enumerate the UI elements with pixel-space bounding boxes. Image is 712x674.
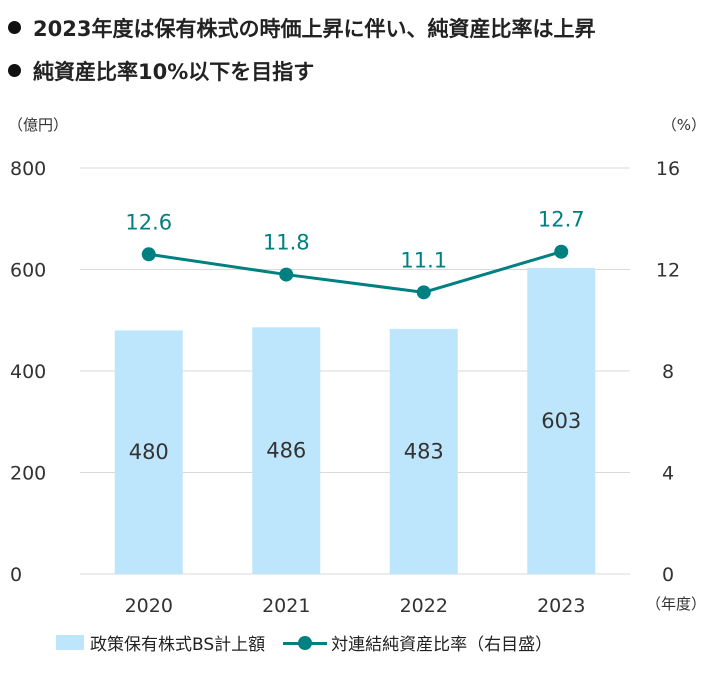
ratio-line [141, 244, 569, 300]
bar [527, 267, 596, 574]
ratio-point [554, 244, 569, 259]
left-tick-label: 800 [10, 158, 46, 180]
right-tick-label: 16 [656, 158, 680, 180]
ratio-value-label: 11.1 [400, 248, 447, 272]
bar-value-label: 486 [266, 439, 306, 463]
bar-value-label: 603 [541, 409, 581, 433]
labels: 0 200 400 600 800 0 4 8 12 16 480 2020 486 2021 483 202… [10, 158, 680, 617]
bars [114, 267, 596, 574]
headline-1-text: 2023年度は保有株式の時価上昇に伴い、純資産比率は上昇 [33, 17, 596, 41]
headline-2: 純資産比率10%以下を目指す [8, 62, 314, 83]
x-tick-label: 2023 [537, 595, 585, 617]
x-tick-label: 2021 [262, 595, 310, 617]
right-tick-label: 8 [662, 361, 674, 383]
right-tick-label: 0 [662, 564, 674, 586]
x-axis-unit-label: （年度） [646, 595, 706, 613]
left-tick-label: 600 [10, 260, 46, 282]
left-tick-label: 200 [10, 463, 46, 485]
left-tick-label: 0 [10, 564, 22, 586]
left-axis-unit-label: （億円） [8, 116, 68, 134]
bullet-icon [8, 64, 21, 77]
legend-line-label: 対連結純資産比率（右目盛） [331, 635, 553, 655]
legend-bar-label: 政策保有株式BS計上額 [90, 635, 266, 655]
bar [252, 327, 321, 574]
bar-value-label: 480 [129, 440, 169, 464]
ratio-point [416, 285, 431, 300]
bullet-icon [8, 21, 21, 34]
left-tick-label: 400 [10, 361, 46, 383]
ratio-value-label: 12.7 [538, 208, 585, 232]
ratio-value-label: 11.8 [263, 231, 310, 255]
headline-2-text: 純資産比率10%以下を目指す [33, 60, 315, 84]
ratio-series-line [148, 250, 562, 294]
legend-bar-swatch [56, 635, 84, 650]
x-tick-label: 2020 [125, 595, 173, 617]
bar-value-label: 483 [404, 439, 444, 463]
right-tick-label: 12 [656, 260, 680, 282]
ratio-point [141, 247, 156, 262]
ratio-value-label: 12.6 [125, 210, 172, 234]
bar [389, 328, 458, 574]
x-tick-label: 2022 [400, 595, 448, 617]
ratio-point [279, 267, 294, 282]
bar [114, 330, 183, 574]
legend: 政策保有株式BS計上額 対連結純資産比率（右目盛） [56, 630, 552, 655]
headline-1: 2023年度は保有株式の時価上昇に伴い、純資産比率は上昇 [8, 19, 595, 40]
right-axis-unit-label: （%） [662, 116, 706, 134]
legend-line-swatch [283, 635, 328, 650]
right-tick-label: 4 [662, 463, 674, 485]
